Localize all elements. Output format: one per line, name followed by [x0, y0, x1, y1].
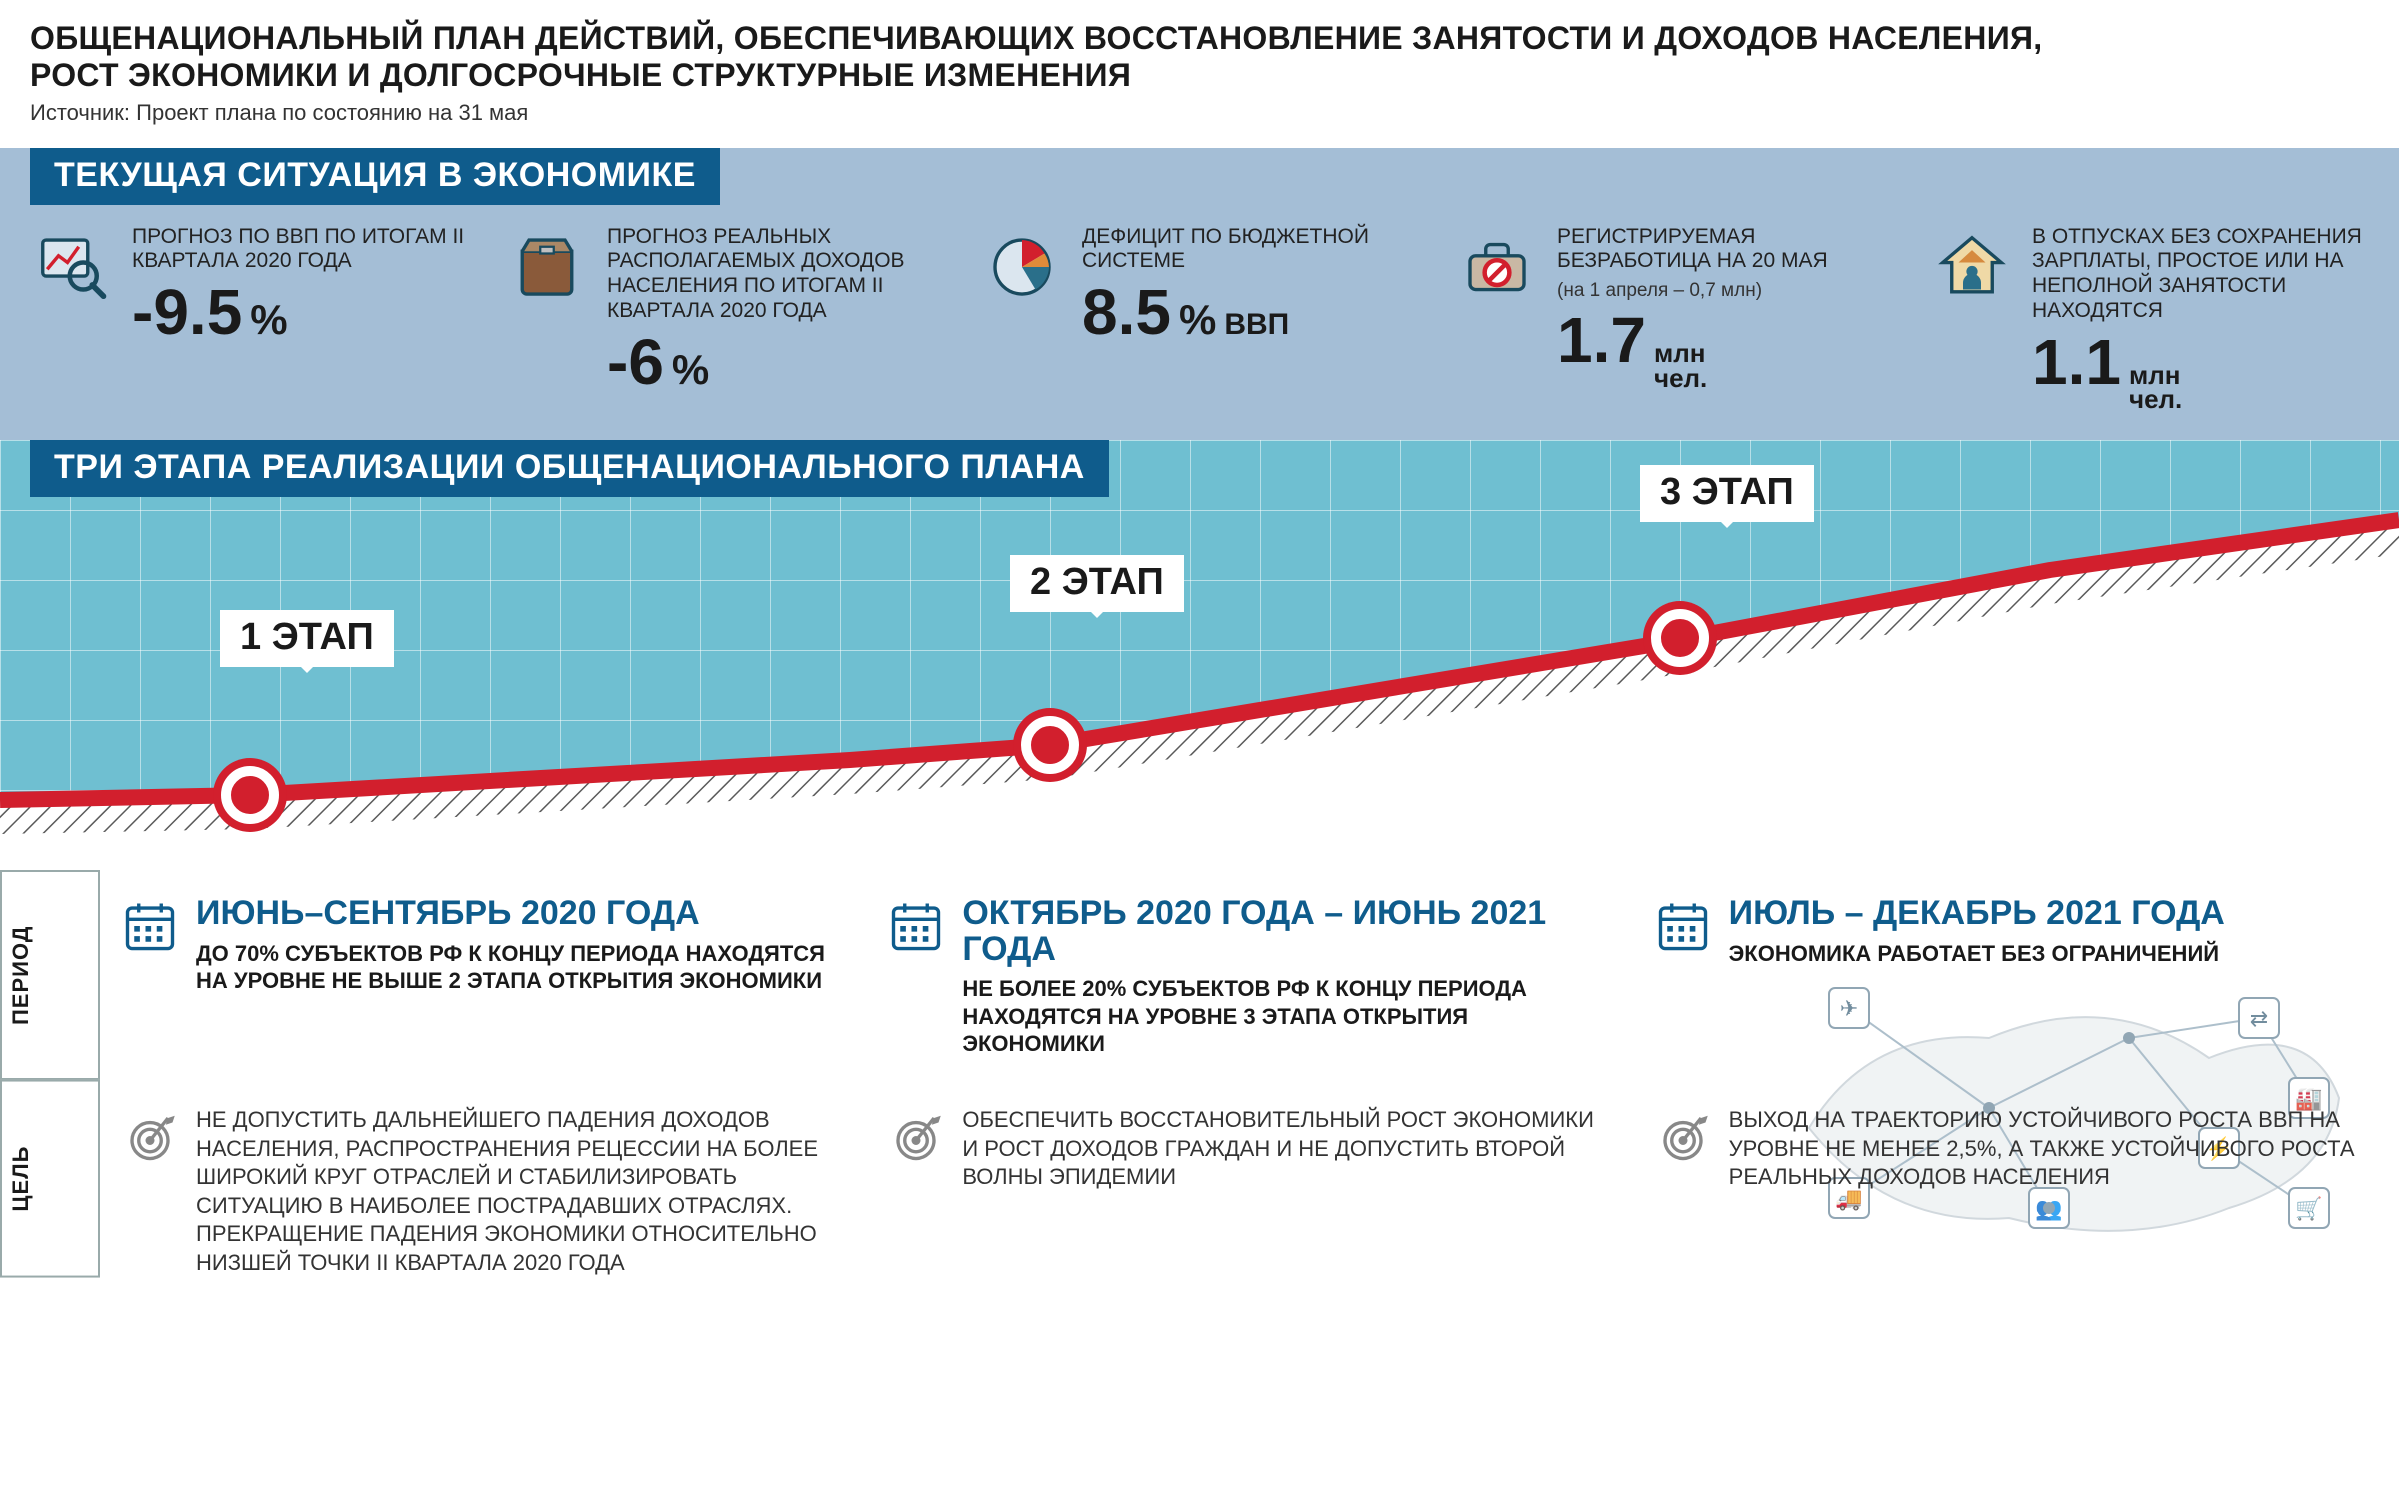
stage-2-goal: ОБЕСПЕЧИТЬ ВОССТАНОВИТЕЛЬНЫЙ РОСТ ЭКОНОМ…: [962, 1106, 1602, 1192]
stage-3-label: 3 ЭТАП: [1640, 465, 1814, 522]
stage-2-label: 2 ЭТАП: [1010, 555, 1184, 612]
magnify-chart-icon: [30, 225, 114, 309]
y-axis-labels: ПЕРИОД ЦЕЛЬ: [0, 870, 100, 1278]
calendar-icon: [886, 896, 946, 956]
stat-value: 1.7 млнчел.: [1557, 308, 1894, 390]
main-title: ОБЩЕНАЦИОНАЛЬНЫЙ ПЛАН ДЕЙСТВИЙ, ОБЕСПЕЧИ…: [30, 20, 2369, 94]
stage-chart: ТРИ ЭТАПА РЕАЛИЗАЦИИ ОБЩЕНАЦИОНАЛЬНОГО П…: [0, 440, 2399, 870]
current-title-pill: ТЕКУЩАЯ СИТУАЦИЯ В ЭКОНОМИКЕ: [30, 148, 720, 205]
stage-2-col: ОКТЯБРЬ 2020 ГОДА – ИЮНЬ 2021 ГОДА НЕ БО…: [886, 896, 1602, 1278]
calendar-icon: [120, 896, 180, 956]
stage-3-period: ИЮЛЬ – ДЕКАБРЬ 2021 ГОДА: [1729, 896, 2225, 932]
stat-gdp: ПРОГНОЗ ПО ВВП ПО ИТОГАМ II КВАРТАЛА 202…: [30, 225, 469, 345]
stage-1-col: ИЮНЬ–СЕНТЯБРЬ 2020 ГОДА ДО 70% СУБЪЕКТОВ…: [120, 896, 836, 1278]
current-situation-band: ТЕКУЩАЯ СИТУАЦИЯ В ЭКОНОМИКЕ ПРОГНОЗ ПО …: [0, 148, 2399, 440]
stats-row: ПРОГНОЗ ПО ВВП ПО ИТОГАМ II КВАРТАЛА 202…: [30, 225, 2369, 412]
svg-text:🛒: 🛒: [2295, 1196, 2322, 1221]
stage-3-goal: ВЫХОД НА ТРАЕКТОРИЮ УСТОЙЧИВОГО РОСТА ВВ…: [1729, 1106, 2369, 1192]
stage-columns: ПЕРИОД ЦЕЛЬ ИЮНЬ–СЕНТЯБРЬ 2020 ГОДА ДО 7…: [0, 870, 2399, 1278]
calendar-icon: [1653, 896, 1713, 956]
stat-caption: В ОТПУСКАХ БЕЗ СОХРАНЕНИЯ ЗАРПЛАТЫ, ПРОС…: [2032, 225, 2369, 324]
stat-furlough: В ОТПУСКАХ БЕЗ СОХРАНЕНИЯ ЗАРПЛАТЫ, ПРОС…: [1930, 225, 2369, 412]
ylabel-period: ПЕРИОД: [0, 870, 100, 1080]
stat-caption: ДЕФИЦИТ ПО БЮДЖЕТНОЙ СИСТЕМЕ: [1082, 225, 1419, 275]
stage-3-col: ✈⇄🏭 🛒🚚👥⚡ ИЮЛЬ – ДЕКАБРЬ 2021 ГОДА ЭКОНОМ…: [1653, 896, 2369, 1278]
source-text: Источник: Проект плана по состоянию на 3…: [30, 100, 2369, 126]
header: ОБЩЕНАЦИОНАЛЬНЫЙ ПЛАН ДЕЙСТВИЙ, ОБЕСПЕЧИ…: [0, 0, 2399, 136]
stat-caption: РЕГИСТРИРУЕМАЯ БЕЗРАБОТИЦА НА 20 МАЯ: [1557, 225, 1894, 275]
stage-1-period-sub: ДО 70% СУБЪЕКТОВ РФ К КОНЦУ ПЕРИОДА НАХО…: [196, 940, 836, 995]
stage-3-period-sub: ЭКОНОМИКА РАБОТАЕТ БЕЗ ОГРАНИЧЕНИЙ: [1729, 940, 2225, 968]
stat-value: -9.5%: [132, 280, 469, 344]
three-stage-band: ТРИ ЭТАПА РЕАЛИЗАЦИИ ОБЩЕНАЦИОНАЛЬНОГО П…: [0, 440, 2399, 1308]
stage-1-period: ИЮНЬ–СЕНТЯБРЬ 2020 ГОДА: [196, 896, 836, 932]
stage-2-marker: [1021, 716, 1079, 774]
target-icon: [120, 1106, 180, 1166]
stat-value: -6%: [607, 330, 944, 394]
ylabel-goal: ЦЕЛЬ: [0, 1080, 100, 1278]
pie-icon: [980, 225, 1064, 309]
stage-3-marker: [1651, 609, 1709, 667]
target-icon: [1653, 1106, 1713, 1166]
title-line-2: РОСТ ЭКОНОМИКИ И ДОЛГОСРОЧНЫЕ СТРУКТУРНЫ…: [30, 57, 1131, 93]
stage-1-label: 1 ЭТАП: [220, 610, 394, 667]
stage-2-period-sub: НЕ БОЛЕЕ 20% СУБЪЕКТОВ РФ К КОНЦУ ПЕРИОД…: [962, 975, 1602, 1058]
wallet-icon: [505, 225, 589, 309]
stat-deficit: ДЕФИЦИТ ПО БЮДЖЕТНОЙ СИСТЕМЕ 8.5% ВВП: [980, 225, 1419, 345]
stage-1-goal: НЕ ДОПУСТИТЬ ДАЛЬНЕЙШЕГО ПАДЕНИЯ ДОХОДОВ…: [196, 1106, 836, 1278]
home-person-icon: [1930, 225, 2014, 309]
stage-1-marker: [221, 766, 279, 824]
stat-caption: ПРОГНОЗ ПО ВВП ПО ИТОГАМ II КВАРТАЛА 202…: [132, 225, 469, 275]
stage-2-period: ОКТЯБРЬ 2020 ГОДА – ИЮНЬ 2021 ГОДА: [962, 896, 1602, 967]
steps-title-wrap: ТРИ ЭТАПА РЕАЛИЗАЦИИ ОБЩЕНАЦИОНАЛЬНОГО П…: [30, 440, 1109, 497]
stat-value: 1.1 млнчел.: [2032, 330, 2369, 412]
steps-title-pill: ТРИ ЭТАПА РЕАЛИЗАЦИИ ОБЩЕНАЦИОНАЛЬНОГО П…: [30, 440, 1109, 497]
target-icon: [886, 1106, 946, 1166]
stat-value: 8.5% ВВП: [1082, 280, 1419, 344]
stat-caption: ПРОГНОЗ РЕАЛЬНЫХ РАСПОЛАГАЕМЫХ ДОХОДОВ Н…: [607, 225, 944, 324]
no-briefcase-icon: [1455, 225, 1539, 309]
stat-note: (на 1 апреля – 0,7 млн): [1557, 280, 1894, 302]
stat-unemployment: РЕГИСТРИРУЕМАЯ БЕЗРАБОТИЦА НА 20 МАЯ (на…: [1455, 225, 1894, 391]
stat-income: ПРОГНОЗ РЕАЛЬНЫХ РАСПОЛАГАЕМЫХ ДОХОДОВ Н…: [505, 225, 944, 394]
title-line-1: ОБЩЕНАЦИОНАЛЬНЫЙ ПЛАН ДЕЙСТВИЙ, ОБЕСПЕЧИ…: [30, 20, 2043, 56]
svg-text:👥: 👥: [2035, 1196, 2062, 1221]
